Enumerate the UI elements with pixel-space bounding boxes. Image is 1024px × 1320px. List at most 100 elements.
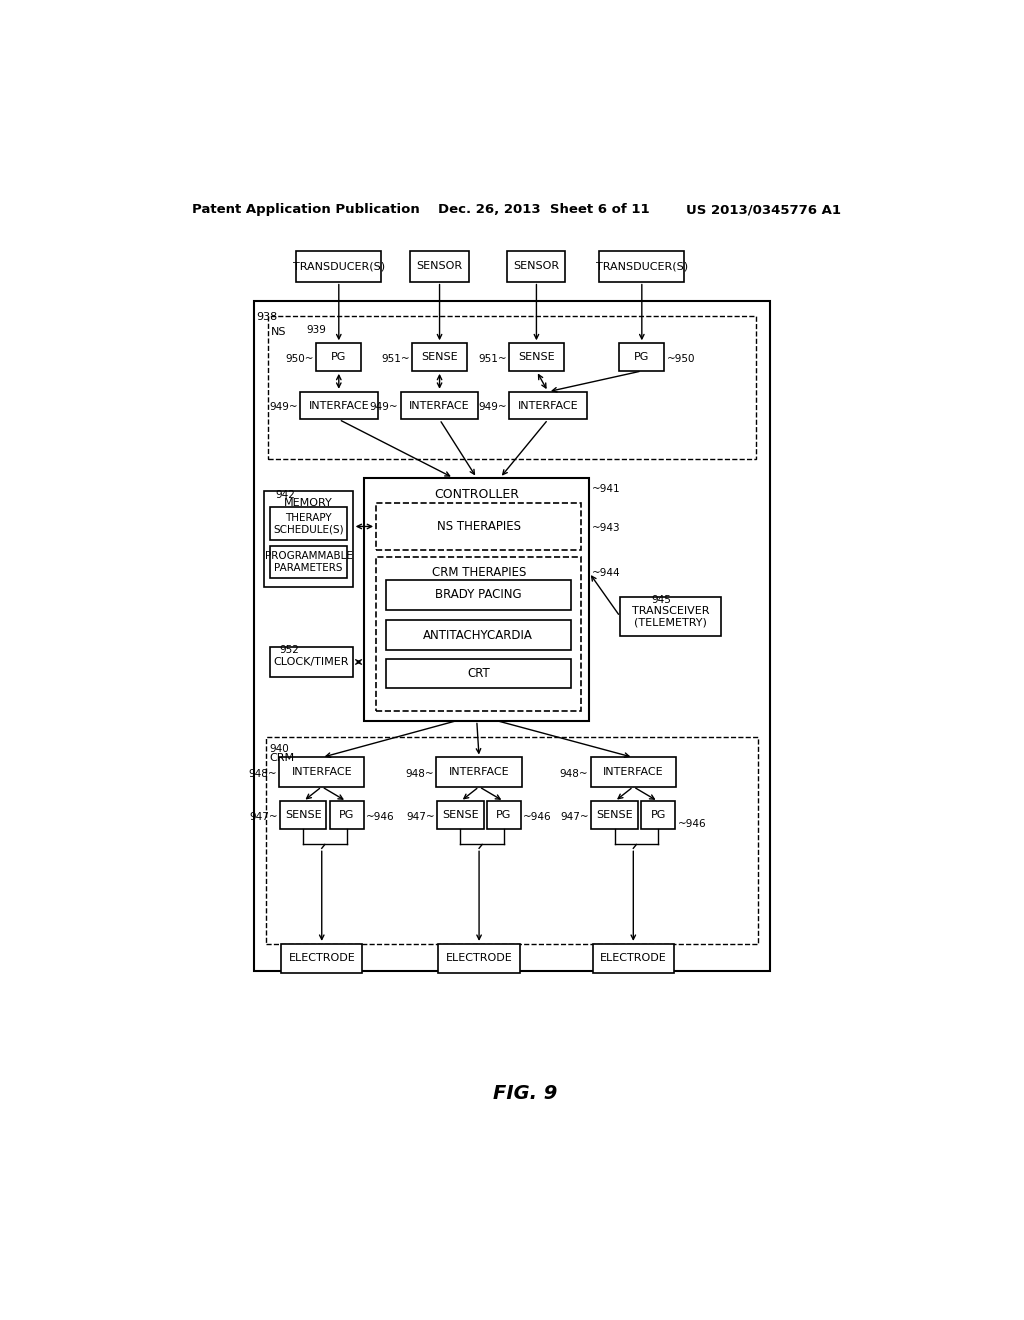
Text: THERAPY
SCHEDULE(S): THERAPY SCHEDULE(S) [273, 512, 344, 535]
Text: SENSE: SENSE [596, 810, 633, 820]
Bar [280, 758, 365, 787]
Bar [270, 647, 352, 677]
Text: PROGRAMMABLE
PARAMETERS: PROGRAMMABLE PARAMETERS [264, 550, 352, 573]
Text: 938: 938 [257, 312, 278, 322]
Text: CRM THERAPIES: CRM THERAPIES [431, 566, 526, 579]
Text: 948~: 948~ [406, 768, 434, 779]
Text: SENSOR: SENSOR [417, 261, 463, 271]
Bar [621, 598, 721, 636]
Bar [509, 343, 563, 371]
Bar [300, 392, 378, 420]
Bar [411, 251, 469, 281]
Text: 947~: 947~ [407, 812, 435, 822]
Bar [365, 478, 589, 721]
Text: 951~: 951~ [382, 354, 410, 363]
Bar [413, 343, 467, 371]
Bar [436, 758, 521, 787]
Text: Patent Application Publication: Patent Application Publication [191, 203, 419, 216]
Bar [591, 758, 676, 787]
Bar [509, 392, 587, 420]
Text: CRT: CRT [467, 667, 489, 680]
Bar [400, 392, 478, 420]
Bar [593, 944, 674, 973]
Bar [296, 251, 381, 281]
Bar [438, 944, 520, 973]
Text: SENSE: SENSE [285, 810, 322, 820]
Text: INTERFACE: INTERFACE [449, 767, 509, 777]
Bar [316, 343, 361, 371]
Text: 952: 952 [280, 645, 299, 655]
Bar [386, 620, 570, 649]
Bar [507, 251, 565, 281]
Text: 947~: 947~ [249, 812, 278, 822]
Bar [486, 801, 521, 829]
Text: SENSE: SENSE [518, 352, 555, 362]
Text: ~946: ~946 [523, 812, 552, 822]
Text: INTERFACE: INTERFACE [410, 400, 470, 411]
Text: NS: NS [271, 327, 287, 337]
Text: ELECTRODE: ELECTRODE [289, 953, 355, 964]
Text: 945: 945 [651, 595, 671, 605]
Text: Dec. 26, 2013  Sheet 6 of 11: Dec. 26, 2013 Sheet 6 of 11 [438, 203, 649, 216]
Text: ELECTRODE: ELECTRODE [445, 953, 512, 964]
Text: 948~: 948~ [560, 768, 589, 779]
Text: PG: PG [339, 810, 354, 820]
Text: TRANSDUCER(S): TRANSDUCER(S) [293, 261, 385, 271]
Text: SENSE: SENSE [442, 810, 479, 820]
Text: CLOCK/TIMER: CLOCK/TIMER [273, 657, 349, 667]
Bar [437, 801, 483, 829]
Bar [599, 251, 684, 281]
Text: 949~: 949~ [269, 403, 298, 412]
Text: ~944: ~944 [592, 568, 621, 578]
Bar [376, 503, 582, 549]
Text: CONTROLLER: CONTROLLER [434, 488, 519, 502]
Text: ~946: ~946 [366, 812, 394, 822]
Text: PG: PG [497, 810, 512, 820]
Text: SENSOR: SENSOR [513, 261, 559, 271]
Text: INTERFACE: INTERFACE [292, 767, 352, 777]
Bar [280, 801, 327, 829]
Text: PG: PG [634, 352, 649, 362]
Text: INTERFACE: INTERFACE [603, 767, 664, 777]
Bar [641, 801, 675, 829]
Text: ~946: ~946 [678, 820, 707, 829]
Text: INTERFACE: INTERFACE [518, 400, 579, 411]
Text: PG: PG [331, 352, 346, 362]
Text: ~943: ~943 [592, 523, 621, 533]
Bar [254, 301, 770, 970]
Bar [267, 317, 756, 459]
Bar [620, 343, 665, 371]
Text: ~950: ~950 [667, 354, 695, 363]
Text: TRANSDUCER(S): TRANSDUCER(S) [596, 261, 688, 271]
Bar [263, 491, 352, 587]
Text: 949~: 949~ [370, 403, 398, 412]
Text: CRM: CRM [270, 752, 295, 763]
Bar [376, 557, 582, 711]
Text: FIG. 9: FIG. 9 [493, 1085, 557, 1104]
Bar [592, 801, 638, 829]
Text: TRANSCEIVER
(TELEMETRY): TRANSCEIVER (TELEMETRY) [632, 606, 710, 627]
Text: ~941: ~941 [592, 483, 621, 494]
Text: 950~: 950~ [286, 354, 314, 363]
Bar [266, 738, 758, 944]
Bar [270, 507, 347, 540]
Text: BRADY PACING: BRADY PACING [435, 589, 521, 602]
Text: NS THERAPIES: NS THERAPIES [436, 520, 520, 533]
Text: 948~: 948~ [248, 768, 276, 779]
Text: SENSE: SENSE [421, 352, 458, 362]
Text: ELECTRODE: ELECTRODE [600, 953, 667, 964]
Text: PG: PG [650, 810, 666, 820]
Text: 949~: 949~ [478, 403, 507, 412]
Text: 942: 942 [275, 490, 295, 499]
Text: 939: 939 [306, 326, 326, 335]
Bar [386, 659, 570, 688]
Text: ANTITACHYCARDIA: ANTITACHYCARDIA [423, 628, 534, 642]
Text: US 2013/0345776 A1: US 2013/0345776 A1 [686, 203, 841, 216]
Text: INTERFACE: INTERFACE [308, 400, 369, 411]
Bar [281, 944, 362, 973]
Bar [386, 581, 570, 610]
Text: MEMORY: MEMORY [284, 499, 333, 508]
Text: 940: 940 [270, 743, 290, 754]
Bar [270, 545, 347, 578]
Text: 947~: 947~ [560, 812, 589, 822]
